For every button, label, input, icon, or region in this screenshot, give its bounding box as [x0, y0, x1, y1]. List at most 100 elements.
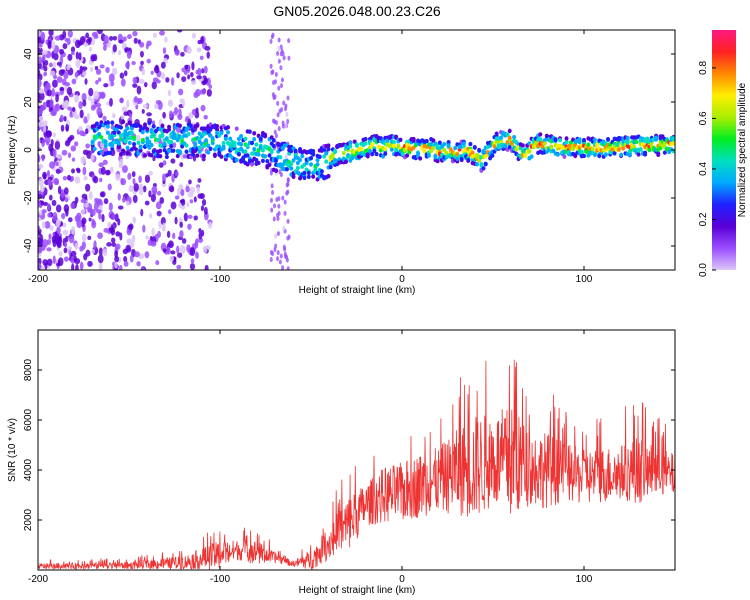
spectrogram-cell	[250, 140, 255, 146]
y-tick-label: 8000	[23, 358, 34, 381]
spectrogram-cell	[118, 152, 123, 157]
spectrogram-cell	[88, 217, 92, 222]
spectrogram-cell	[38, 79, 42, 88]
spectrogram-cell	[411, 137, 416, 143]
spectrogram-cell	[87, 235, 92, 240]
spectrogram-cell	[322, 147, 327, 152]
spectrogram-cell	[148, 170, 154, 176]
spectrogram-cell	[571, 146, 576, 152]
spectrogram-cell	[165, 77, 170, 83]
spectrogram-cell	[177, 149, 182, 154]
spectrogram-cell	[39, 88, 45, 94]
spectrogram-cell	[174, 216, 178, 225]
spectrogram-cell	[70, 145, 77, 152]
spectrogram-cell	[282, 55, 286, 61]
spectrogram-cell	[91, 248, 95, 254]
spectrogram-cell	[273, 203, 277, 209]
spectrogram-cell	[89, 66, 94, 73]
spectrogram-cell	[177, 252, 183, 258]
spectrogram-cell	[226, 125, 231, 130]
spectrogram-cell	[70, 250, 77, 257]
spectrogram-cell	[204, 138, 209, 143]
spectrogram-cell	[166, 246, 171, 255]
spectrogram-cell	[55, 161, 59, 166]
spectrogram-cell	[197, 145, 202, 150]
spectrogram-cell	[140, 129, 145, 135]
spectrogram-cell	[79, 130, 85, 136]
spectrogram-cell	[186, 46, 192, 55]
spectrogram-cell	[97, 132, 102, 137]
spectrogram-cell	[111, 60, 115, 67]
spectrogram-cell	[197, 149, 202, 154]
y-tick-label: -40	[23, 238, 34, 253]
spectrogram-cell	[135, 134, 141, 141]
spectrogram-cell	[226, 130, 231, 135]
spectrogram-cell	[306, 174, 311, 180]
spectrogram-cell	[125, 151, 130, 156]
spectrogram-cell	[555, 152, 560, 157]
spectrogram-cell	[108, 36, 114, 41]
spectrogram-cell	[217, 150, 222, 156]
spectrogram-cell	[348, 144, 353, 149]
spectrogram-cell	[53, 177, 60, 186]
spectrogram-cell	[643, 150, 648, 155]
spectrogram-cell	[188, 179, 192, 185]
spectrogram-cell	[158, 162, 164, 168]
spectrogram-cell	[279, 172, 283, 178]
spectrogram-cell	[133, 37, 138, 44]
spectrogram-cell	[269, 257, 273, 263]
spectrogram-cell	[424, 138, 429, 144]
spectrogram-cell	[100, 166, 106, 176]
spectrogram-cell	[239, 133, 244, 139]
spectrogram-cell	[201, 153, 206, 159]
spectrogram-cell	[281, 265, 285, 270]
spectrogram-cell	[223, 136, 228, 142]
spectrogram-cell	[277, 126, 281, 132]
spectrogram-cell	[46, 89, 53, 97]
spectrogram-cell	[167, 124, 172, 130]
spectrogram-cell	[221, 140, 226, 146]
x-tick-label: 100	[576, 274, 593, 285]
spectrogram-cell	[66, 64, 71, 71]
spectrogram-cell	[127, 34, 132, 40]
spectrogram-cell	[71, 225, 76, 235]
spectrogram-cell	[74, 215, 81, 223]
spectrogram-cell	[148, 190, 152, 198]
spectrogram-cell	[85, 128, 89, 135]
spectrogram-cell	[62, 222, 67, 228]
spectrogram-cell	[150, 70, 154, 75]
spectrogram-cell	[62, 229, 69, 236]
spectrogram-cell	[284, 154, 288, 160]
spectrogram-cell	[154, 103, 159, 109]
spectrogram-cell	[38, 262, 41, 269]
spectrogram-cell	[42, 50, 48, 56]
spectrogram-cell	[309, 155, 313, 161]
spectrogram-cell	[194, 240, 199, 249]
spectrogram-cell	[61, 212, 66, 220]
spectrogram-cell	[52, 61, 56, 71]
spectrogram-cell	[119, 72, 125, 79]
spectrogram-cell	[276, 112, 280, 118]
spectrogram-cell	[47, 212, 52, 218]
spectrogram-cell	[114, 255, 120, 263]
spectrogram-cell	[115, 243, 121, 250]
spectrogram-cell	[112, 113, 116, 119]
spectrogram-cell	[81, 66, 88, 71]
spectrogram-cell	[99, 191, 105, 198]
spectrogram-cell	[38, 73, 43, 81]
spectrogram-cell	[43, 65, 48, 72]
spectrogram-cell	[276, 100, 280, 106]
spectrogram-cell	[105, 169, 111, 176]
spectrogram-cell	[44, 220, 51, 229]
spectrogram-cell	[234, 157, 239, 163]
spectrogram-cell	[38, 142, 41, 148]
spectrogram-cell	[177, 123, 182, 128]
spectrogram-cell	[147, 239, 153, 246]
colorbar-tick-label: 0.0	[698, 263, 709, 277]
spectrogram-cell	[51, 87, 56, 97]
spectrogram-cell	[97, 254, 104, 264]
spectrogram-cell	[62, 30, 67, 39]
spectrogram-cell	[184, 64, 189, 70]
